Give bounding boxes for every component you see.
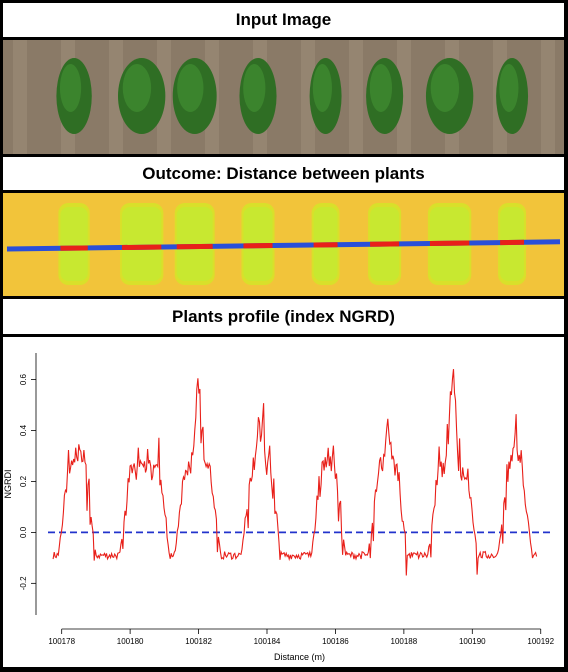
plant-highlight — [60, 64, 81, 112]
x-tick-label: 100184 — [254, 637, 281, 646]
index-plant-1 — [60, 207, 87, 281]
soil-furrow — [349, 40, 363, 154]
x-axis-label: Distance (m) — [274, 652, 325, 662]
x-tick-label: 100180 — [117, 637, 144, 646]
plant-highlight — [177, 64, 203, 112]
input-image-header: Input Image — [3, 3, 564, 37]
ngrdi-chart-svg: -0.2 0.0 0.2 0.4 0.6 100178 100180 100182 100184… — [3, 337, 564, 667]
plant-highlight — [313, 64, 332, 112]
x-tick-label: 100182 — [185, 637, 212, 646]
profile-header: Plants profile (index NGRD) — [3, 299, 564, 334]
soil-furrow — [541, 40, 555, 154]
soil-furrow — [13, 40, 27, 154]
index-plant-2 — [122, 207, 161, 281]
y-tick-label: 0.2 — [19, 475, 28, 487]
y-tick-label: 0.0 — [19, 526, 28, 538]
outcome-header: Outcome: Distance between plants — [3, 157, 564, 190]
y-tick-label: 0.6 — [19, 373, 28, 385]
x-tick-label: 100192 — [527, 637, 554, 646]
plant-highlight — [370, 64, 392, 112]
input-aerial-image — [3, 40, 564, 154]
distance-index-image — [3, 193, 564, 296]
y-axis-label: NGRDI — [3, 470, 13, 499]
x-tick-label: 100190 — [459, 637, 486, 646]
plant-span-line — [122, 247, 161, 248]
y-tick-label: 0.4 — [19, 424, 28, 436]
x-tick-label: 100186 — [322, 637, 349, 646]
aerial-crop-rows — [3, 40, 564, 154]
x-tick-label: 100188 — [391, 637, 418, 646]
plant-highlight — [431, 64, 459, 112]
index-map — [3, 193, 564, 296]
x-tick-label: 100178 — [48, 637, 75, 646]
plant-highlight — [123, 64, 151, 112]
y-tick-label: -0.2 — [19, 576, 28, 590]
plant-highlight — [243, 64, 265, 112]
ngrdi-profile-chart: -0.2 0.0 0.2 0.4 0.6 100178 100180 100182 100184… — [3, 337, 564, 667]
ngrdi-profile-line — [53, 369, 536, 575]
plant-span-line — [430, 243, 469, 244]
plant-highlight — [499, 64, 518, 112]
